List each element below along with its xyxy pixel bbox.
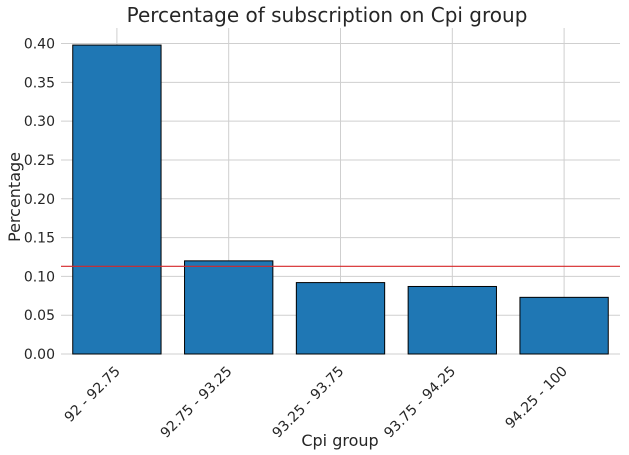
y-tick-label: 0.25 [24,153,55,169]
y-axis-label: Percentage [5,152,24,242]
y-tick-label: 0.40 [24,37,55,53]
y-tick-label: 0.00 [24,347,55,363]
x-tick-label: 92.75 - 93.25 [158,364,236,442]
y-axis-ticks: 0.00 0.05 0.10 0.15 0.20 0.25 0.30 0.35 0.40 [24,37,55,363]
x-tick-label: 93.75 - 94.25 [381,364,459,442]
x-tick-label: 94.25 - 100 [503,364,571,432]
bars [72,44,609,355]
chart-title: Percentage of subscription on Cpi group [127,3,528,27]
bar [184,260,274,355]
x-tick-label: 92 - 92.75 [62,364,124,426]
y-tick-label: 0.10 [24,269,55,285]
bar [295,282,386,355]
bar [519,296,609,355]
x-tick-label: 93.25 - 93.75 [269,364,347,442]
y-tick-label: 0.15 [24,231,55,247]
bar [407,285,497,355]
y-tick-label: 0.30 [24,114,55,130]
x-axis-label: Cpi group [301,431,378,450]
x-axis-ticks: 92 - 92.75 92.75 - 93.25 93.25 - 93.75 93.7… [62,364,571,442]
y-tick-label: 0.35 [24,75,55,91]
bar [72,44,162,355]
y-tick-label: 0.05 [24,308,55,324]
y-tick-label: 0.20 [24,192,55,208]
